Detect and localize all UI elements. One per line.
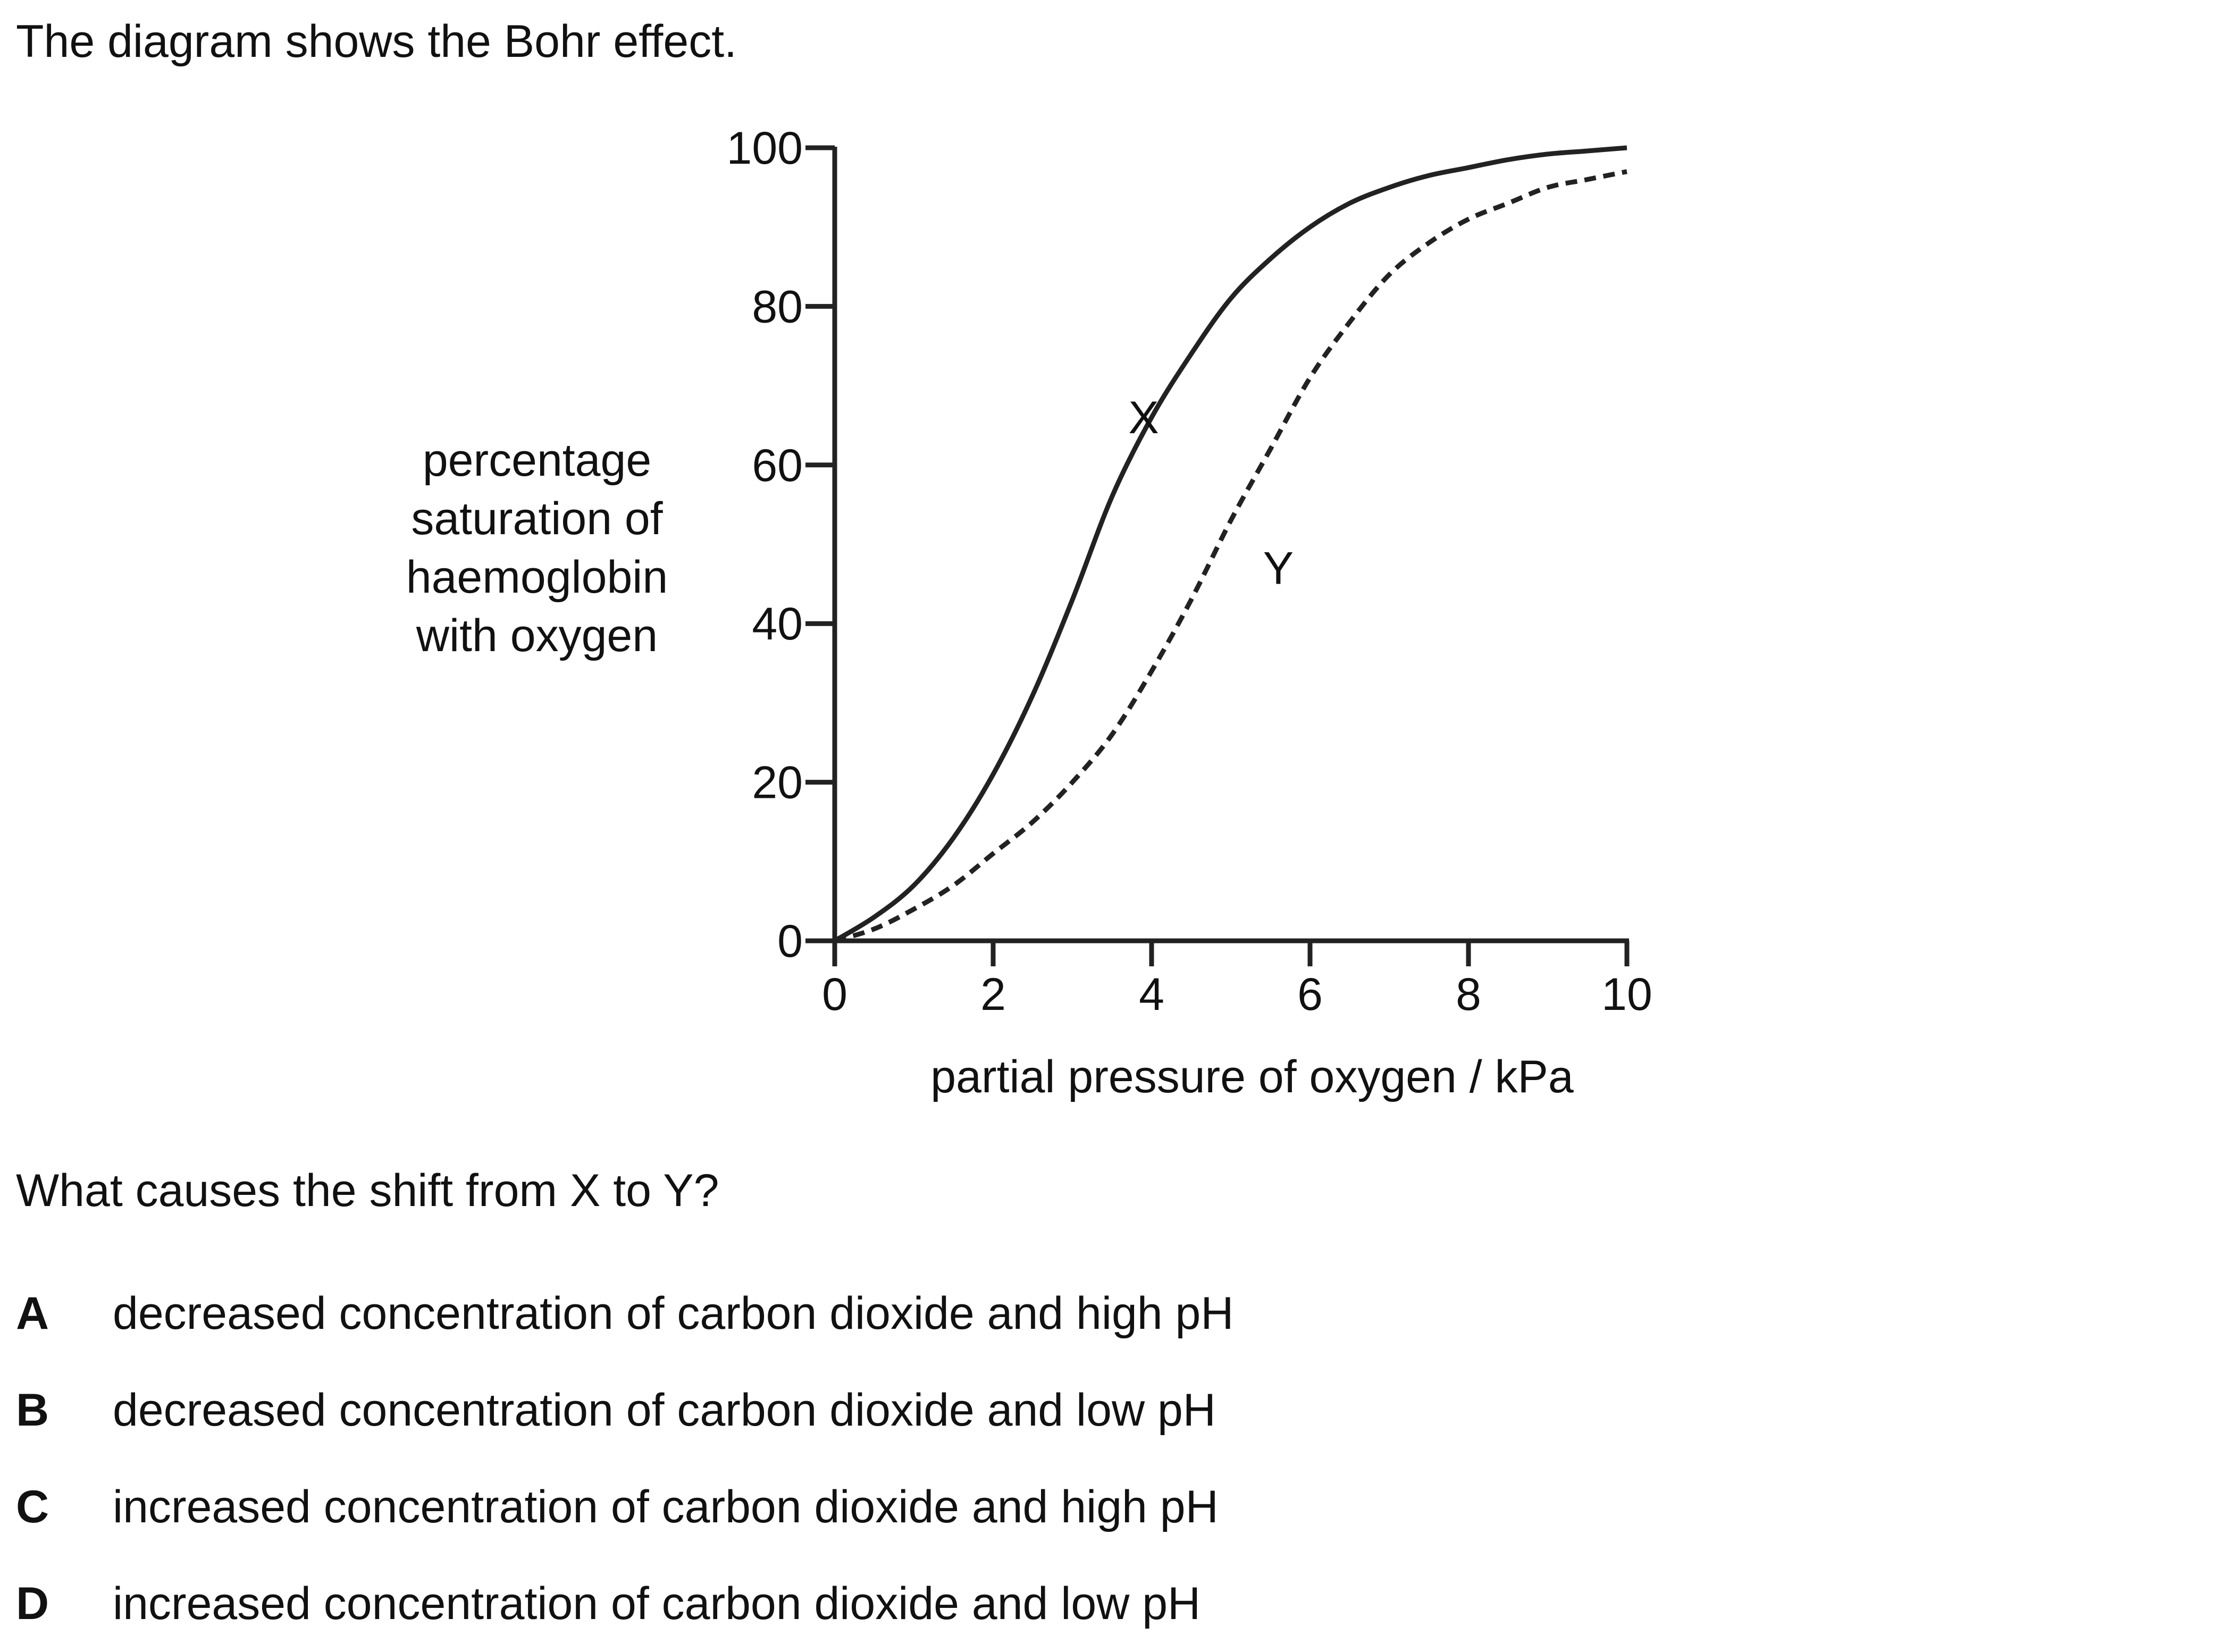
y-tick-label: 40 bbox=[752, 599, 803, 650]
curve-label-x: X bbox=[1128, 392, 1159, 443]
option-letter: A bbox=[16, 1287, 49, 1339]
option-a[interactable]: A decreased concentration of carbon diox… bbox=[16, 1265, 1233, 1362]
y-tick-label: 0 bbox=[777, 916, 803, 967]
x-axis-label: partial pressure of oxygen / kPa bbox=[930, 1051, 1574, 1102]
option-b[interactable]: B decreased concentration of carbon diox… bbox=[16, 1362, 1233, 1459]
y-axis-label-line: with oxygen bbox=[416, 610, 658, 661]
x-tick-label: 10 bbox=[1601, 969, 1652, 1020]
option-d[interactable]: D increased concentration of carbon diox… bbox=[16, 1555, 1233, 1652]
option-text: decreased concentration of carbon dioxid… bbox=[113, 1287, 1234, 1339]
y-axis-label: percentage saturation of haemoglobin with o… bbox=[406, 435, 668, 661]
x-tick-label: 8 bbox=[1456, 969, 1481, 1020]
x-tick-label: 2 bbox=[980, 969, 1006, 1020]
intro-text: The diagram shows the Bohr effect. bbox=[16, 16, 737, 67]
y-tick-label: 80 bbox=[752, 281, 803, 332]
x-ticks: 0 2 4 6 8 10 bbox=[822, 941, 1652, 1020]
option-text: decreased concentration of carbon dioxid… bbox=[113, 1384, 1216, 1436]
option-letter: D bbox=[16, 1578, 49, 1629]
option-letter: B bbox=[16, 1384, 49, 1436]
series-line-y bbox=[834, 169, 1627, 943]
answer-options: A decreased concentration of carbon diox… bbox=[16, 1265, 1233, 1652]
series-line-x bbox=[833, 145, 1627, 943]
y-tick-label: 60 bbox=[752, 440, 803, 491]
curve-label-y: Y bbox=[1263, 543, 1294, 594]
option-letter: C bbox=[16, 1481, 49, 1532]
option-text: increased concentration of carbon dioxid… bbox=[113, 1481, 1219, 1532]
y-tick-label: 100 bbox=[727, 123, 803, 174]
y-tick-label: 20 bbox=[752, 757, 803, 808]
option-c[interactable]: C increased concentration of carbon diox… bbox=[16, 1459, 1233, 1555]
series-layer bbox=[833, 145, 1627, 943]
x-tick-label: 0 bbox=[822, 969, 847, 1020]
x-tick-label: 4 bbox=[1139, 969, 1164, 1020]
curve-labels: XY bbox=[1128, 392, 1294, 594]
y-ticks: 0 20 40 60 80 100 bbox=[727, 123, 835, 967]
option-text: increased concentration of carbon dioxid… bbox=[113, 1578, 1201, 1629]
y-axis-label-line: haemoglobin bbox=[406, 552, 668, 603]
y-axis-label-line: percentage bbox=[423, 435, 651, 486]
question-text: What causes the shift from X to Y? bbox=[16, 1165, 719, 1216]
y-axis-label-line: saturation of bbox=[411, 493, 663, 544]
bohr-effect-chart: percentage saturation of haemoglobin with o… bbox=[406, 123, 1652, 1102]
x-tick-label: 6 bbox=[1297, 969, 1323, 1020]
